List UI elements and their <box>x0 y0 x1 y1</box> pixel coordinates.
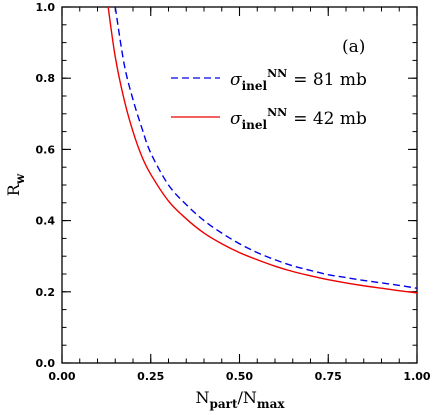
x-tick-labels: 0.00 0.25 0.50 0.75 1.00 <box>48 370 430 383</box>
x-axis-title-sub: part <box>209 397 237 411</box>
x-tick-label: 0.50 <box>226 370 253 383</box>
x-axis-title-base2: N <box>243 388 257 407</box>
series-line-81mb <box>114 6 418 289</box>
x-tick-label: 1.00 <box>403 370 430 383</box>
ticks <box>61 6 418 364</box>
legend-value: = 81 mb <box>293 70 367 90</box>
legend-sup: NN <box>267 67 287 80</box>
y-axis-title-sub: w <box>13 173 27 185</box>
legend-entry-42mb: σinelNN = 42 mb <box>230 106 367 132</box>
y-tick-label: 0.2 <box>36 286 56 299</box>
y-tick-labels: 0.0 0.2 0.4 0.6 0.8 1.0 <box>36 1 56 370</box>
x-tick-label: 0.00 <box>48 370 75 383</box>
x-axis-title-base: N <box>195 388 209 407</box>
series-line-42mb <box>107 6 418 294</box>
legend-sup: NN <box>267 106 287 119</box>
legend-sub: inel <box>242 118 268 132</box>
x-axis-title: Npart/Nmax <box>195 388 285 411</box>
series-lines <box>107 6 418 294</box>
x-axis-title-sep: / <box>238 388 244 407</box>
y-tick-label: 0.0 <box>36 357 56 370</box>
y-axis-title: Rw <box>4 173 27 196</box>
panel-label: (a) <box>342 37 365 57</box>
legend-symbol: σ <box>230 109 242 129</box>
y-tick-label: 0.8 <box>36 72 56 85</box>
legend: σinelNN = 81 mb σinelNN = 42 mb <box>171 67 367 132</box>
x-tick-label: 0.25 <box>137 370 164 383</box>
legend-value: = 42 mb <box>293 109 367 129</box>
y-tick-label: 1.0 <box>36 1 56 14</box>
legend-entry-81mb: σinelNN = 81 mb <box>230 67 367 93</box>
y-tick-label: 0.4 <box>36 215 56 228</box>
x-axis-title-sub2: max <box>257 397 285 411</box>
legend-sub: inel <box>242 79 268 93</box>
x-tick-label: 0.75 <box>315 370 342 383</box>
y-tick-label: 0.6 <box>36 143 56 156</box>
legend-symbol: σ <box>230 70 242 90</box>
y-axis-title-base: R <box>4 183 23 196</box>
